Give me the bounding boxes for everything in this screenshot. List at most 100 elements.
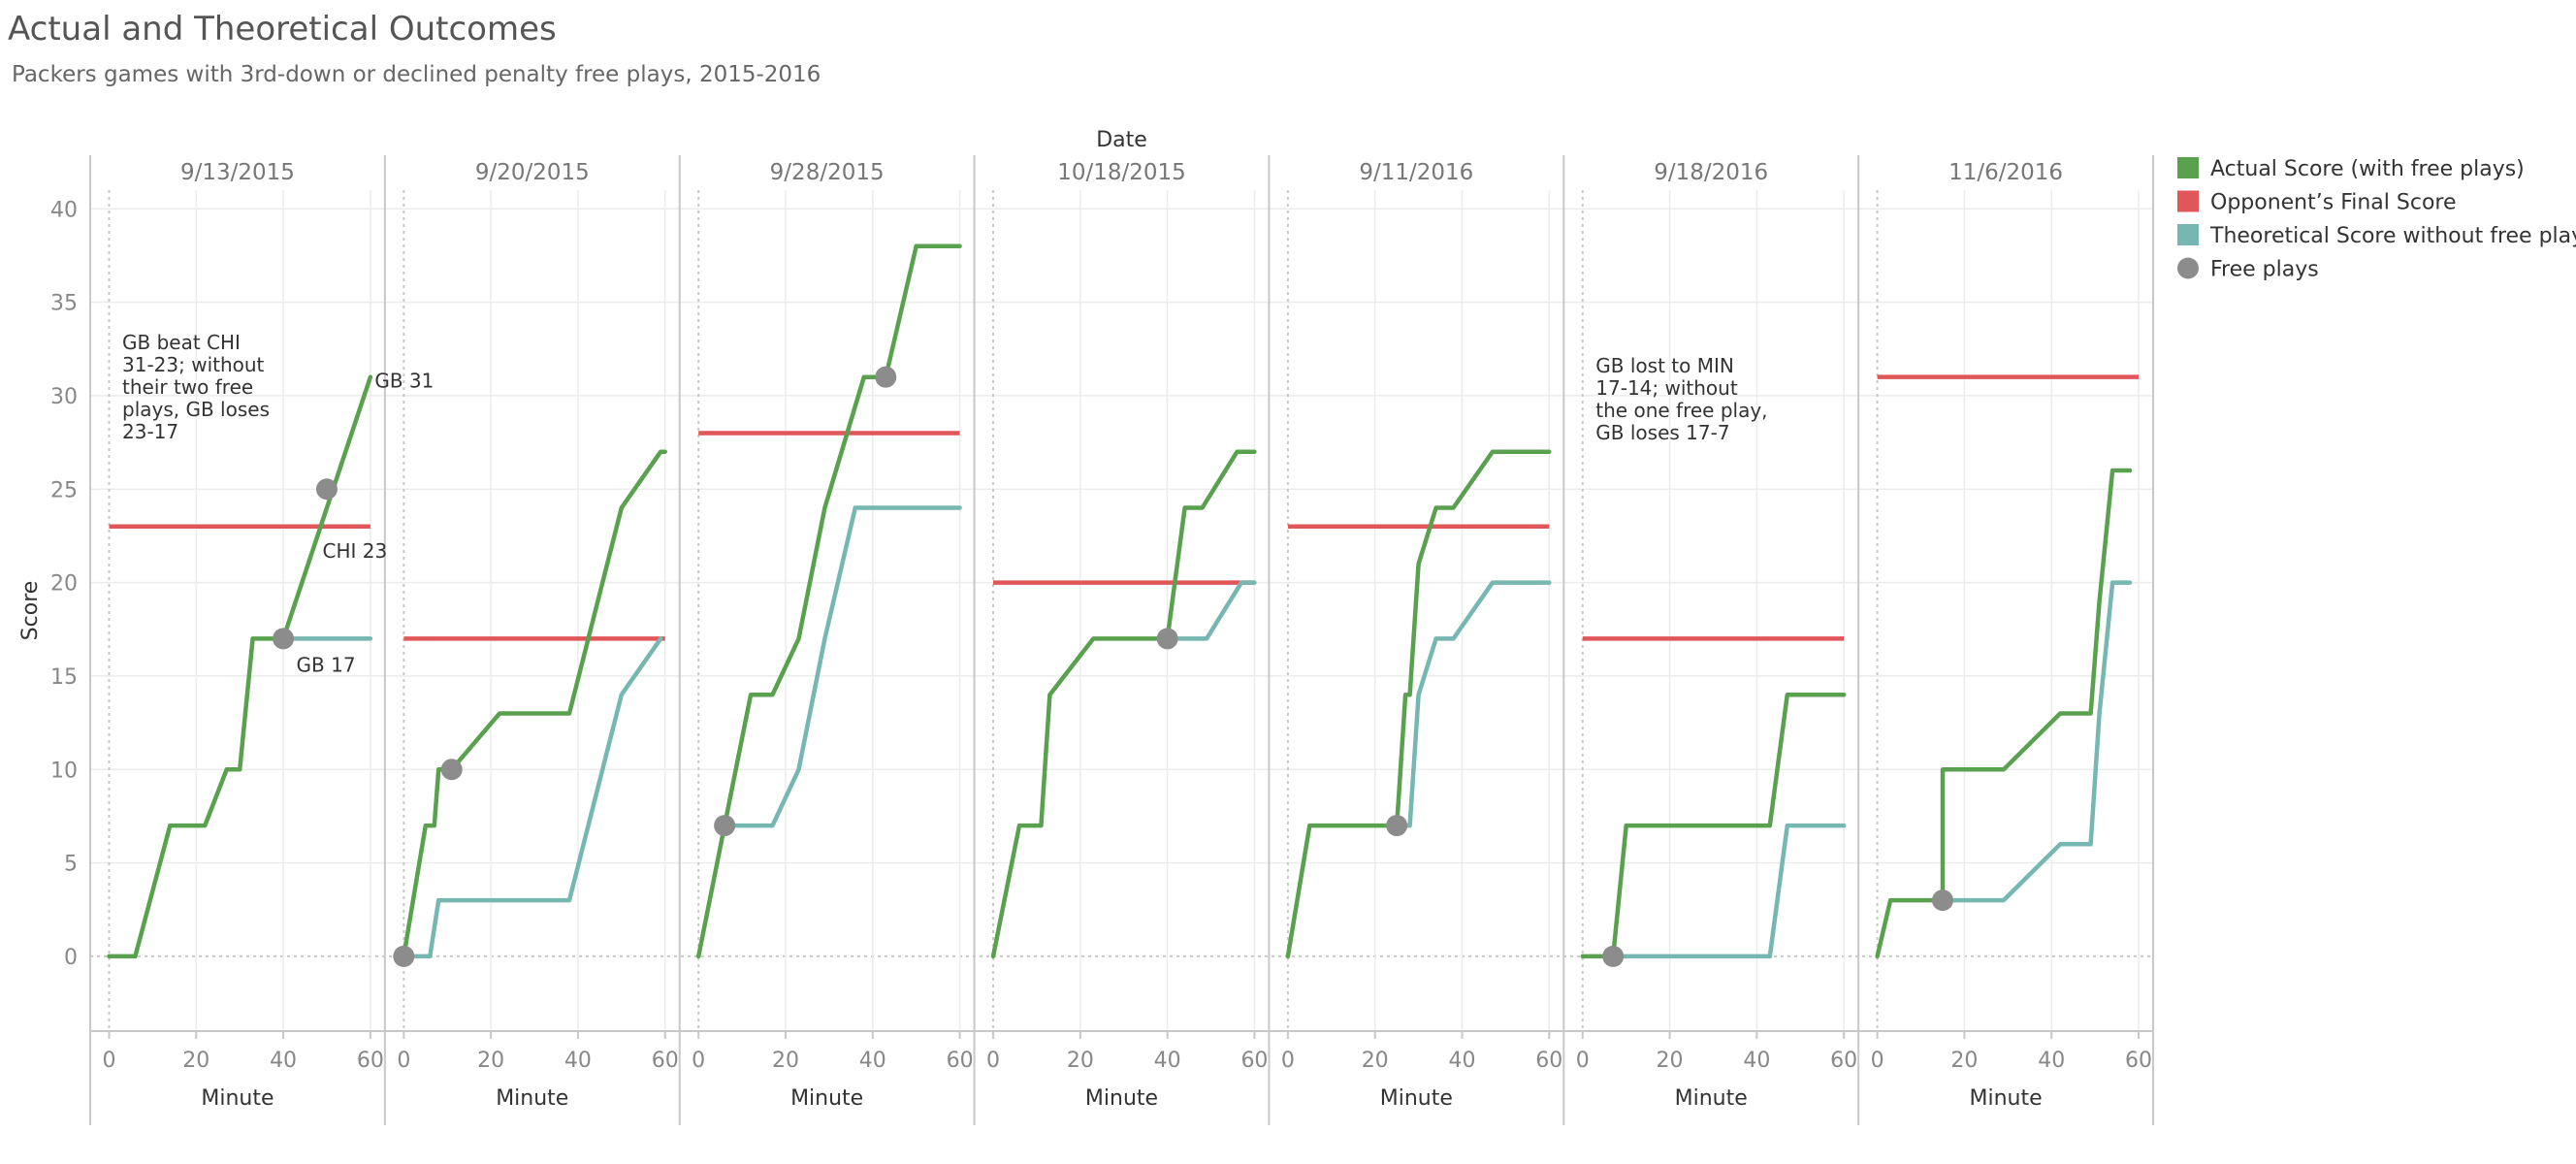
y-tick-label: 5: [64, 853, 78, 877]
y-tick-label: 15: [50, 665, 78, 690]
x-axis-title: Minute: [1969, 1086, 2042, 1111]
x-tick-label: 0: [986, 1049, 1000, 1073]
column-header-date: Date: [1096, 128, 1147, 152]
free-play-point: [714, 815, 736, 837]
y-tick-label: 30: [50, 385, 78, 409]
theoretical-score-line: [1940, 580, 2133, 903]
x-tick-label: 20: [1362, 1049, 1389, 1073]
x-axis-title: Minute: [201, 1086, 274, 1111]
y-tick-label: 10: [50, 759, 78, 783]
x-axis-title: Minute: [790, 1086, 863, 1111]
data-label: CHI 23: [322, 539, 387, 563]
x-tick-label: 40: [1449, 1049, 1476, 1073]
data-label: GB 31: [374, 370, 434, 393]
y-tick-label: 40: [50, 198, 78, 222]
x-tick-label: 0: [692, 1049, 705, 1073]
panel-date-label: 9/20/2015: [475, 160, 590, 185]
actual-score-line: [1875, 468, 2133, 959]
legend-label: Free plays: [2210, 258, 2319, 282]
x-axis-title: Minute: [1380, 1086, 1453, 1111]
legend-marker: [2177, 224, 2199, 245]
theoretical-score-line: [402, 636, 663, 959]
free-play-point: [875, 366, 897, 388]
legend: Actual Score (with free plays) Opponent’s…: [2177, 157, 2576, 282]
free-play-point: [315, 478, 338, 501]
annotation-text: the one free play,: [1595, 399, 1767, 422]
panel-frames: [89, 155, 2154, 1125]
free-play-point: [1386, 815, 1408, 837]
x-tick-label: 60: [652, 1049, 679, 1073]
annotation-text: GB loses 17-7: [1595, 421, 1729, 444]
y-tick-label: 25: [50, 478, 78, 502]
panel-date-label: 9/13/2015: [180, 160, 295, 185]
actual-score-line: [402, 449, 667, 959]
x-tick-label: 0: [397, 1049, 410, 1073]
annotation-text: 23-17: [122, 420, 178, 443]
free-play-point: [1931, 889, 1953, 912]
annotation-text: plays, GB loses: [122, 398, 270, 421]
panel-date-label: 9/28/2015: [770, 160, 885, 185]
legend-marker: [2177, 157, 2199, 178]
x-tick-label: 60: [357, 1049, 384, 1073]
x-tick-label: 60: [2125, 1049, 2152, 1073]
x-tick-label: 20: [772, 1049, 799, 1073]
actual-score-line: [695, 243, 962, 959]
legend-label: Actual Score (with free plays): [2210, 157, 2525, 181]
x-tick-label: 40: [1743, 1049, 1770, 1073]
free-play-point: [1156, 628, 1178, 650]
x-tick-label: 60: [1240, 1049, 1268, 1073]
panel-date-label: 9/11/2016: [1359, 160, 1473, 185]
x-tick-label: 20: [1950, 1049, 1978, 1073]
text-layer: Date Score 0 5 10 15 20 25 30 35 40 9/13/2015 0 20 40 6…: [18, 128, 2152, 1111]
x-tick-label: 20: [1067, 1049, 1094, 1073]
x-tick-label: 0: [1871, 1049, 1884, 1073]
x-axis-title: Minute: [1675, 1086, 1748, 1111]
data-label: GB 17: [297, 653, 356, 676]
x-tick-label: 40: [2038, 1049, 2065, 1073]
free-play-point: [393, 945, 415, 967]
y-tick-label: 35: [50, 292, 78, 316]
y-axis-title: Score: [18, 581, 43, 641]
x-axis-title: Minute: [496, 1086, 568, 1111]
x-tick-label: 0: [102, 1049, 115, 1073]
panel-date-label: 10/18/2015: [1057, 160, 1186, 185]
x-tick-label: 60: [1535, 1049, 1562, 1073]
actual-score-line: [1285, 449, 1552, 959]
annotation-text: 31-23; without: [122, 353, 265, 376]
free-play-point: [440, 759, 463, 781]
annotation-text: their two free: [122, 375, 253, 399]
y-tick-label: 20: [50, 572, 78, 597]
actual-score-line: [990, 449, 1257, 959]
panel-date-label: 9/18/2016: [1654, 160, 1768, 185]
free-play-point: [1602, 945, 1625, 967]
x-tick-label: 40: [859, 1049, 886, 1073]
x-tick-label: 60: [947, 1049, 974, 1073]
chart-subtitle: Packers games with 3rd-down or declined …: [12, 62, 821, 87]
y-tick-label: 0: [64, 946, 78, 970]
x-axis-title: Minute: [1085, 1086, 1158, 1111]
x-tick-label: 40: [1154, 1049, 1181, 1073]
theoretical-score-line: [1394, 580, 1552, 828]
theoretical-score-line: [1610, 823, 1847, 959]
grid-layer: [90, 190, 2153, 1031]
theoretical-score-line: [722, 505, 962, 828]
annotation-text: 17-14; without: [1595, 376, 1738, 400]
panel-date-label: 11/6/2016: [1948, 160, 2063, 185]
free-play-point: [273, 628, 295, 650]
theoretical-score-line: [1165, 580, 1257, 641]
x-tick-label: 20: [1657, 1049, 1684, 1073]
legend-marker: [2177, 257, 2199, 279]
annotation-text: GB lost to MIN: [1595, 354, 1734, 377]
x-tick-label: 40: [270, 1049, 297, 1073]
chart-title: Actual and Theoretical Outcomes: [8, 10, 557, 48]
legend-label: Theoretical Score without free plays: [2209, 224, 2576, 248]
legend-label: Opponent’s Final Score: [2210, 191, 2457, 215]
x-tick-label: 60: [1830, 1049, 1857, 1073]
annotation-text: GB beat CHI: [122, 331, 241, 354]
x-tick-label: 0: [1576, 1049, 1590, 1073]
x-tick-label: 20: [182, 1049, 209, 1073]
series-layer: [107, 243, 2140, 967]
x-tick-label: 40: [564, 1049, 592, 1073]
x-tick-label: 0: [1281, 1049, 1295, 1073]
